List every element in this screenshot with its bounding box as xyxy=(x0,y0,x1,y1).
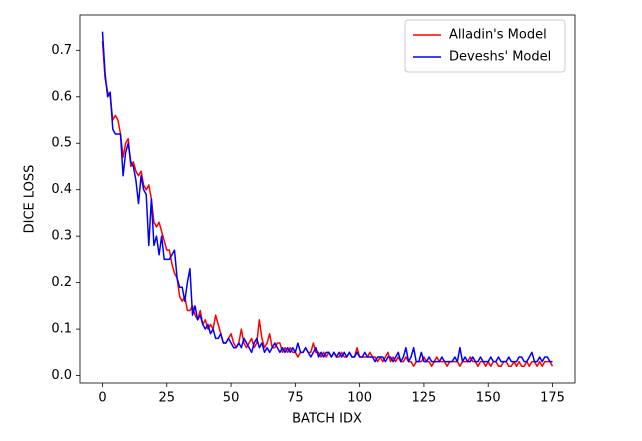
y-tick-label: 0.2 xyxy=(51,275,72,290)
x-tick-label: 175 xyxy=(540,391,565,406)
legend-label: Alladin's Model xyxy=(449,28,547,43)
x-tick-label: 150 xyxy=(476,391,501,406)
plot-frame xyxy=(79,14,576,384)
x-axis-label: BATCH IDX xyxy=(292,412,362,427)
y-axis-label: DICE LOSS xyxy=(23,165,38,234)
series-line xyxy=(101,40,554,368)
series-line xyxy=(101,31,553,363)
y-tick-label: 0.7 xyxy=(51,43,72,58)
y-tick-label: 0.1 xyxy=(51,322,72,337)
y-tick-label: 0.5 xyxy=(51,136,72,151)
legend-label: Deveshs' Model xyxy=(449,50,551,65)
x-tick-label: 50 xyxy=(223,391,240,406)
x-tick-label: 25 xyxy=(159,391,176,406)
x-tick-label: 0 xyxy=(98,391,106,406)
y-tick-label: 0.3 xyxy=(51,229,72,244)
legend-box xyxy=(404,19,566,73)
y-tick-label: 0.0 xyxy=(51,368,72,383)
x-tick-label: 100 xyxy=(347,391,372,406)
x-tick-label: 75 xyxy=(287,391,304,406)
x-tick-label: 125 xyxy=(412,391,437,406)
y-tick-label: 0.6 xyxy=(51,89,72,104)
y-tick-label: 0.4 xyxy=(51,182,72,197)
